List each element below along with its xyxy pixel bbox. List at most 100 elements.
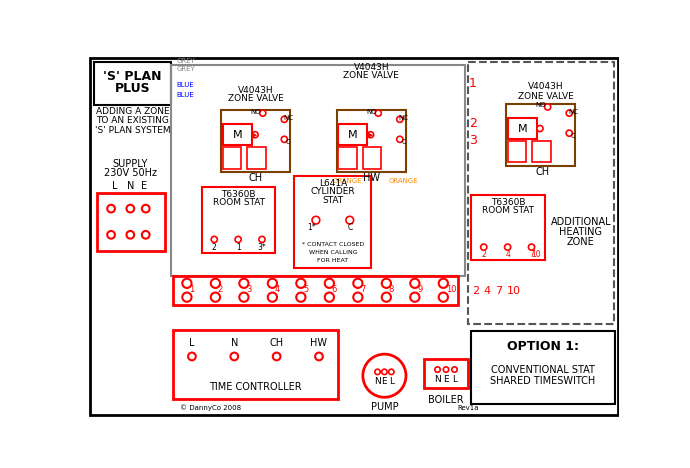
Text: HW: HW — [363, 173, 380, 183]
Text: C: C — [402, 139, 406, 146]
Bar — [295, 176, 371, 268]
Text: WHEN CALLING: WHEN CALLING — [308, 250, 357, 255]
Text: CH: CH — [270, 338, 284, 348]
Text: PLUS: PLUS — [115, 82, 150, 95]
Text: BLUE: BLUE — [177, 81, 195, 88]
Text: 2: 2 — [218, 285, 223, 294]
Text: E: E — [443, 375, 448, 384]
Text: GREY: GREY — [177, 58, 195, 64]
Text: 'S' PLAN SYSTEM: 'S' PLAN SYSTEM — [95, 125, 170, 135]
Bar — [223, 147, 241, 168]
Text: ADDING A ZONE: ADDING A ZONE — [96, 107, 170, 116]
Text: 9: 9 — [417, 285, 422, 294]
Circle shape — [325, 278, 334, 288]
Circle shape — [363, 354, 406, 397]
Bar — [338, 147, 357, 168]
Circle shape — [252, 132, 258, 138]
Circle shape — [296, 292, 306, 302]
Text: 2: 2 — [472, 286, 479, 296]
Text: SUPPLY: SUPPLY — [112, 159, 148, 169]
Text: C: C — [347, 223, 353, 233]
Circle shape — [397, 116, 403, 122]
Text: E: E — [382, 377, 387, 386]
Text: 3: 3 — [246, 285, 252, 294]
Text: HW: HW — [310, 338, 328, 348]
Circle shape — [282, 116, 288, 122]
Text: C: C — [286, 139, 290, 146]
Circle shape — [259, 110, 266, 116]
Circle shape — [142, 205, 150, 212]
Circle shape — [142, 231, 150, 239]
Circle shape — [210, 292, 220, 302]
Text: 10: 10 — [446, 285, 456, 294]
Text: N: N — [434, 375, 441, 384]
Circle shape — [235, 236, 242, 242]
Text: ▶: ▶ — [368, 132, 373, 138]
Circle shape — [439, 292, 448, 302]
Text: HEATING: HEATING — [560, 227, 602, 237]
Text: 4: 4 — [505, 250, 510, 259]
Text: 6: 6 — [332, 285, 337, 294]
Text: M: M — [518, 124, 527, 133]
Circle shape — [444, 367, 448, 372]
Circle shape — [211, 236, 217, 242]
Bar — [424, 359, 468, 388]
Circle shape — [107, 231, 115, 239]
Circle shape — [375, 369, 380, 374]
Text: 5: 5 — [303, 285, 308, 294]
Text: ORANGE: ORANGE — [388, 178, 418, 184]
Text: NC: NC — [283, 115, 293, 121]
Text: 4: 4 — [483, 286, 491, 296]
Text: FOR HEAT: FOR HEAT — [317, 258, 348, 263]
Text: TIME CONTROLLER: TIME CONTROLLER — [209, 382, 302, 392]
Circle shape — [382, 278, 391, 288]
Text: C: C — [571, 133, 575, 139]
Bar — [471, 195, 544, 260]
Text: ▶: ▶ — [253, 132, 258, 138]
Text: V4043H: V4043H — [238, 86, 274, 95]
Circle shape — [268, 292, 277, 302]
Text: L: L — [112, 181, 118, 190]
Circle shape — [312, 216, 319, 224]
Bar — [508, 118, 537, 139]
Text: PUMP: PUMP — [371, 402, 398, 411]
Text: 1: 1 — [236, 242, 241, 252]
Text: V4043H: V4043H — [353, 63, 389, 72]
Text: ZONE VALVE: ZONE VALVE — [518, 92, 574, 101]
Text: ADDITIONAL: ADDITIONAL — [551, 217, 611, 227]
Text: ROOM STAT: ROOM STAT — [482, 205, 534, 215]
Circle shape — [126, 205, 134, 212]
Bar — [94, 62, 171, 105]
Text: 3*: 3* — [257, 242, 266, 252]
Text: 1: 1 — [189, 285, 195, 294]
Text: CH: CH — [535, 167, 549, 176]
Bar — [172, 276, 457, 305]
Text: NO: NO — [535, 102, 546, 109]
Text: 10: 10 — [531, 250, 541, 259]
Circle shape — [182, 278, 192, 288]
Text: * CONTACT CLOSED: * CONTACT CLOSED — [302, 242, 364, 247]
Text: 3: 3 — [469, 134, 477, 147]
Text: ORANGE: ORANGE — [333, 178, 362, 184]
Text: ZONE: ZONE — [567, 237, 595, 247]
Circle shape — [353, 292, 362, 302]
Text: L: L — [389, 377, 394, 386]
Text: N: N — [230, 338, 238, 348]
Bar — [468, 62, 614, 324]
Text: 10: 10 — [506, 286, 521, 296]
Text: Rev1a: Rev1a — [457, 405, 479, 411]
Circle shape — [481, 244, 487, 250]
Circle shape — [273, 352, 280, 360]
Circle shape — [529, 244, 535, 250]
Circle shape — [239, 292, 248, 302]
Circle shape — [315, 352, 323, 360]
Circle shape — [210, 278, 220, 288]
Bar — [338, 124, 368, 146]
Text: STAT: STAT — [322, 196, 344, 205]
Text: E: E — [141, 181, 147, 190]
Circle shape — [259, 236, 265, 242]
Circle shape — [239, 278, 248, 288]
Text: ZONE VALVE: ZONE VALVE — [228, 94, 284, 103]
Bar — [97, 193, 165, 251]
Text: T6360B: T6360B — [491, 198, 525, 207]
